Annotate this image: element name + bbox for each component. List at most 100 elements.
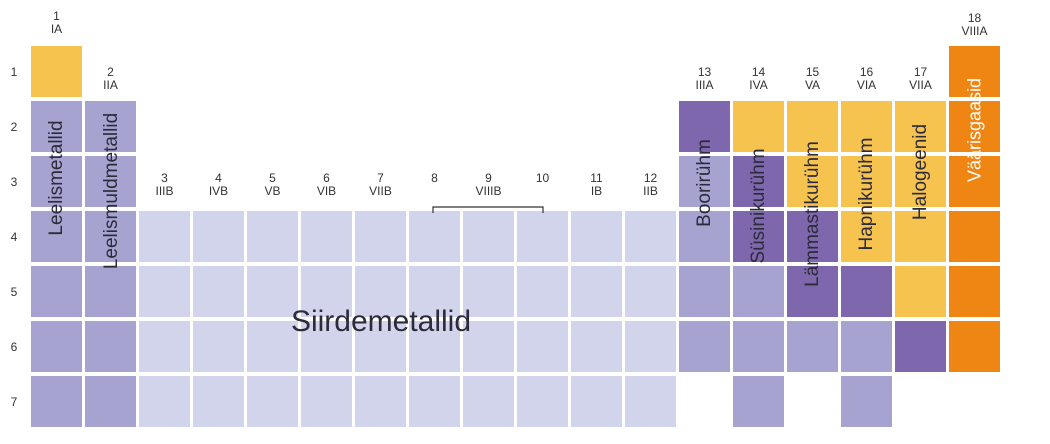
element-cell — [463, 321, 514, 372]
period-label: 2 — [10, 120, 18, 134]
element-cell — [85, 321, 136, 372]
group-roman: IB — [590, 184, 603, 198]
element-cell — [409, 266, 460, 317]
group-roman: IIB — [643, 184, 658, 198]
group-number: 14 — [751, 65, 766, 79]
element-cell — [949, 101, 1000, 152]
group-label: 4 IVB — [193, 172, 244, 198]
element-cell — [625, 211, 676, 262]
element-cell — [139, 211, 190, 262]
period-label: 6 — [10, 340, 18, 354]
group-number: 7 — [377, 171, 384, 185]
element-cell — [247, 266, 298, 317]
group-roman: IVA — [749, 78, 768, 92]
element-cell — [949, 156, 1000, 207]
element-cell — [139, 266, 190, 317]
group-label: 12 IIB — [625, 172, 676, 198]
element-cell — [679, 156, 730, 207]
group-roman: IIA — [103, 78, 118, 92]
element-cell — [409, 321, 460, 372]
group-number: 6 — [323, 171, 330, 185]
group-roman: IA — [50, 22, 63, 36]
element-cell — [355, 266, 406, 317]
element-cell — [733, 156, 784, 207]
group-number: 12 — [643, 171, 658, 185]
element-cell — [679, 321, 730, 372]
element-cell — [139, 376, 190, 427]
group-number: 13 — [697, 65, 712, 79]
group-label: 17 VIIA — [895, 66, 946, 92]
family-label-carbon: Süsinikurühm — [748, 148, 769, 264]
group-label: 2 IIA — [85, 66, 136, 92]
element-cell — [787, 321, 838, 372]
period-label: 3 — [10, 175, 18, 189]
element-cell — [841, 101, 892, 152]
element-cell — [193, 321, 244, 372]
family-label-alkaline_earth: Leelismuldmetallid — [101, 112, 122, 270]
family-label-alkali: Leelismetallid — [46, 120, 67, 236]
element-cell — [517, 321, 568, 372]
family-label-nitrogen: Lämmastikurühm — [802, 141, 823, 287]
element-cell — [841, 156, 892, 207]
element-cell — [31, 321, 82, 372]
group-label: 1 IA — [31, 10, 82, 36]
element-cell — [841, 211, 892, 262]
element-cell — [409, 376, 460, 427]
element-cell — [679, 211, 730, 262]
element-cell — [895, 101, 946, 152]
element-cell — [85, 101, 136, 152]
period-label: 4 — [10, 230, 18, 244]
element-cell — [517, 211, 568, 262]
element-cell — [733, 101, 784, 152]
element-cell — [31, 266, 82, 317]
element-cell — [85, 211, 136, 262]
element-cell — [355, 321, 406, 372]
group-roman: VIIB — [369, 184, 392, 198]
element-cell — [301, 376, 352, 427]
group-number: 17 — [913, 65, 928, 79]
group-number: 4 — [215, 171, 222, 185]
element-cell — [895, 266, 946, 317]
element-cell — [85, 376, 136, 427]
group-label: 9 VIIIB — [463, 172, 514, 198]
group-roman: IIIB — [155, 184, 174, 198]
element-cell — [949, 266, 1000, 317]
element-cell — [733, 376, 784, 427]
group-label: 3 IIIB — [139, 172, 190, 198]
family-label-halogen: Halogeenid — [910, 123, 931, 221]
group-number: 10 — [535, 171, 550, 185]
element-cell — [625, 376, 676, 427]
group-label: 11 IB — [571, 172, 622, 198]
group-label: 18 VIIIA — [949, 12, 1000, 38]
period-label: 1 — [10, 65, 18, 79]
group-number: 9 — [485, 171, 492, 185]
period-label: 7 — [10, 395, 18, 409]
element-cell — [841, 376, 892, 427]
group-roman: IIIA — [695, 78, 714, 92]
element-cell — [949, 46, 1000, 97]
element-cell — [841, 266, 892, 317]
element-cell — [193, 376, 244, 427]
element-cell — [247, 211, 298, 262]
group-label: 15 VA — [787, 66, 838, 92]
group-label: 14 IVA — [733, 66, 784, 92]
group-roman: VIIA — [909, 78, 932, 92]
element-cell — [571, 266, 622, 317]
element-cell — [895, 156, 946, 207]
group-label: 6 VIB — [301, 172, 352, 198]
element-cell — [193, 211, 244, 262]
element-cell — [733, 321, 784, 372]
element-cell — [679, 266, 730, 317]
group-label: 10 — [517, 172, 568, 185]
group-number: 11 — [590, 171, 603, 185]
group-number: 16 — [859, 65, 874, 79]
element-cell — [139, 321, 190, 372]
group-label: 16 VIA — [841, 66, 892, 92]
element-cell — [841, 321, 892, 372]
group-roman: VA — [804, 78, 821, 92]
group-number: 18 — [967, 11, 982, 25]
element-cell — [571, 321, 622, 372]
element-cell — [31, 211, 82, 262]
element-cell — [463, 266, 514, 317]
